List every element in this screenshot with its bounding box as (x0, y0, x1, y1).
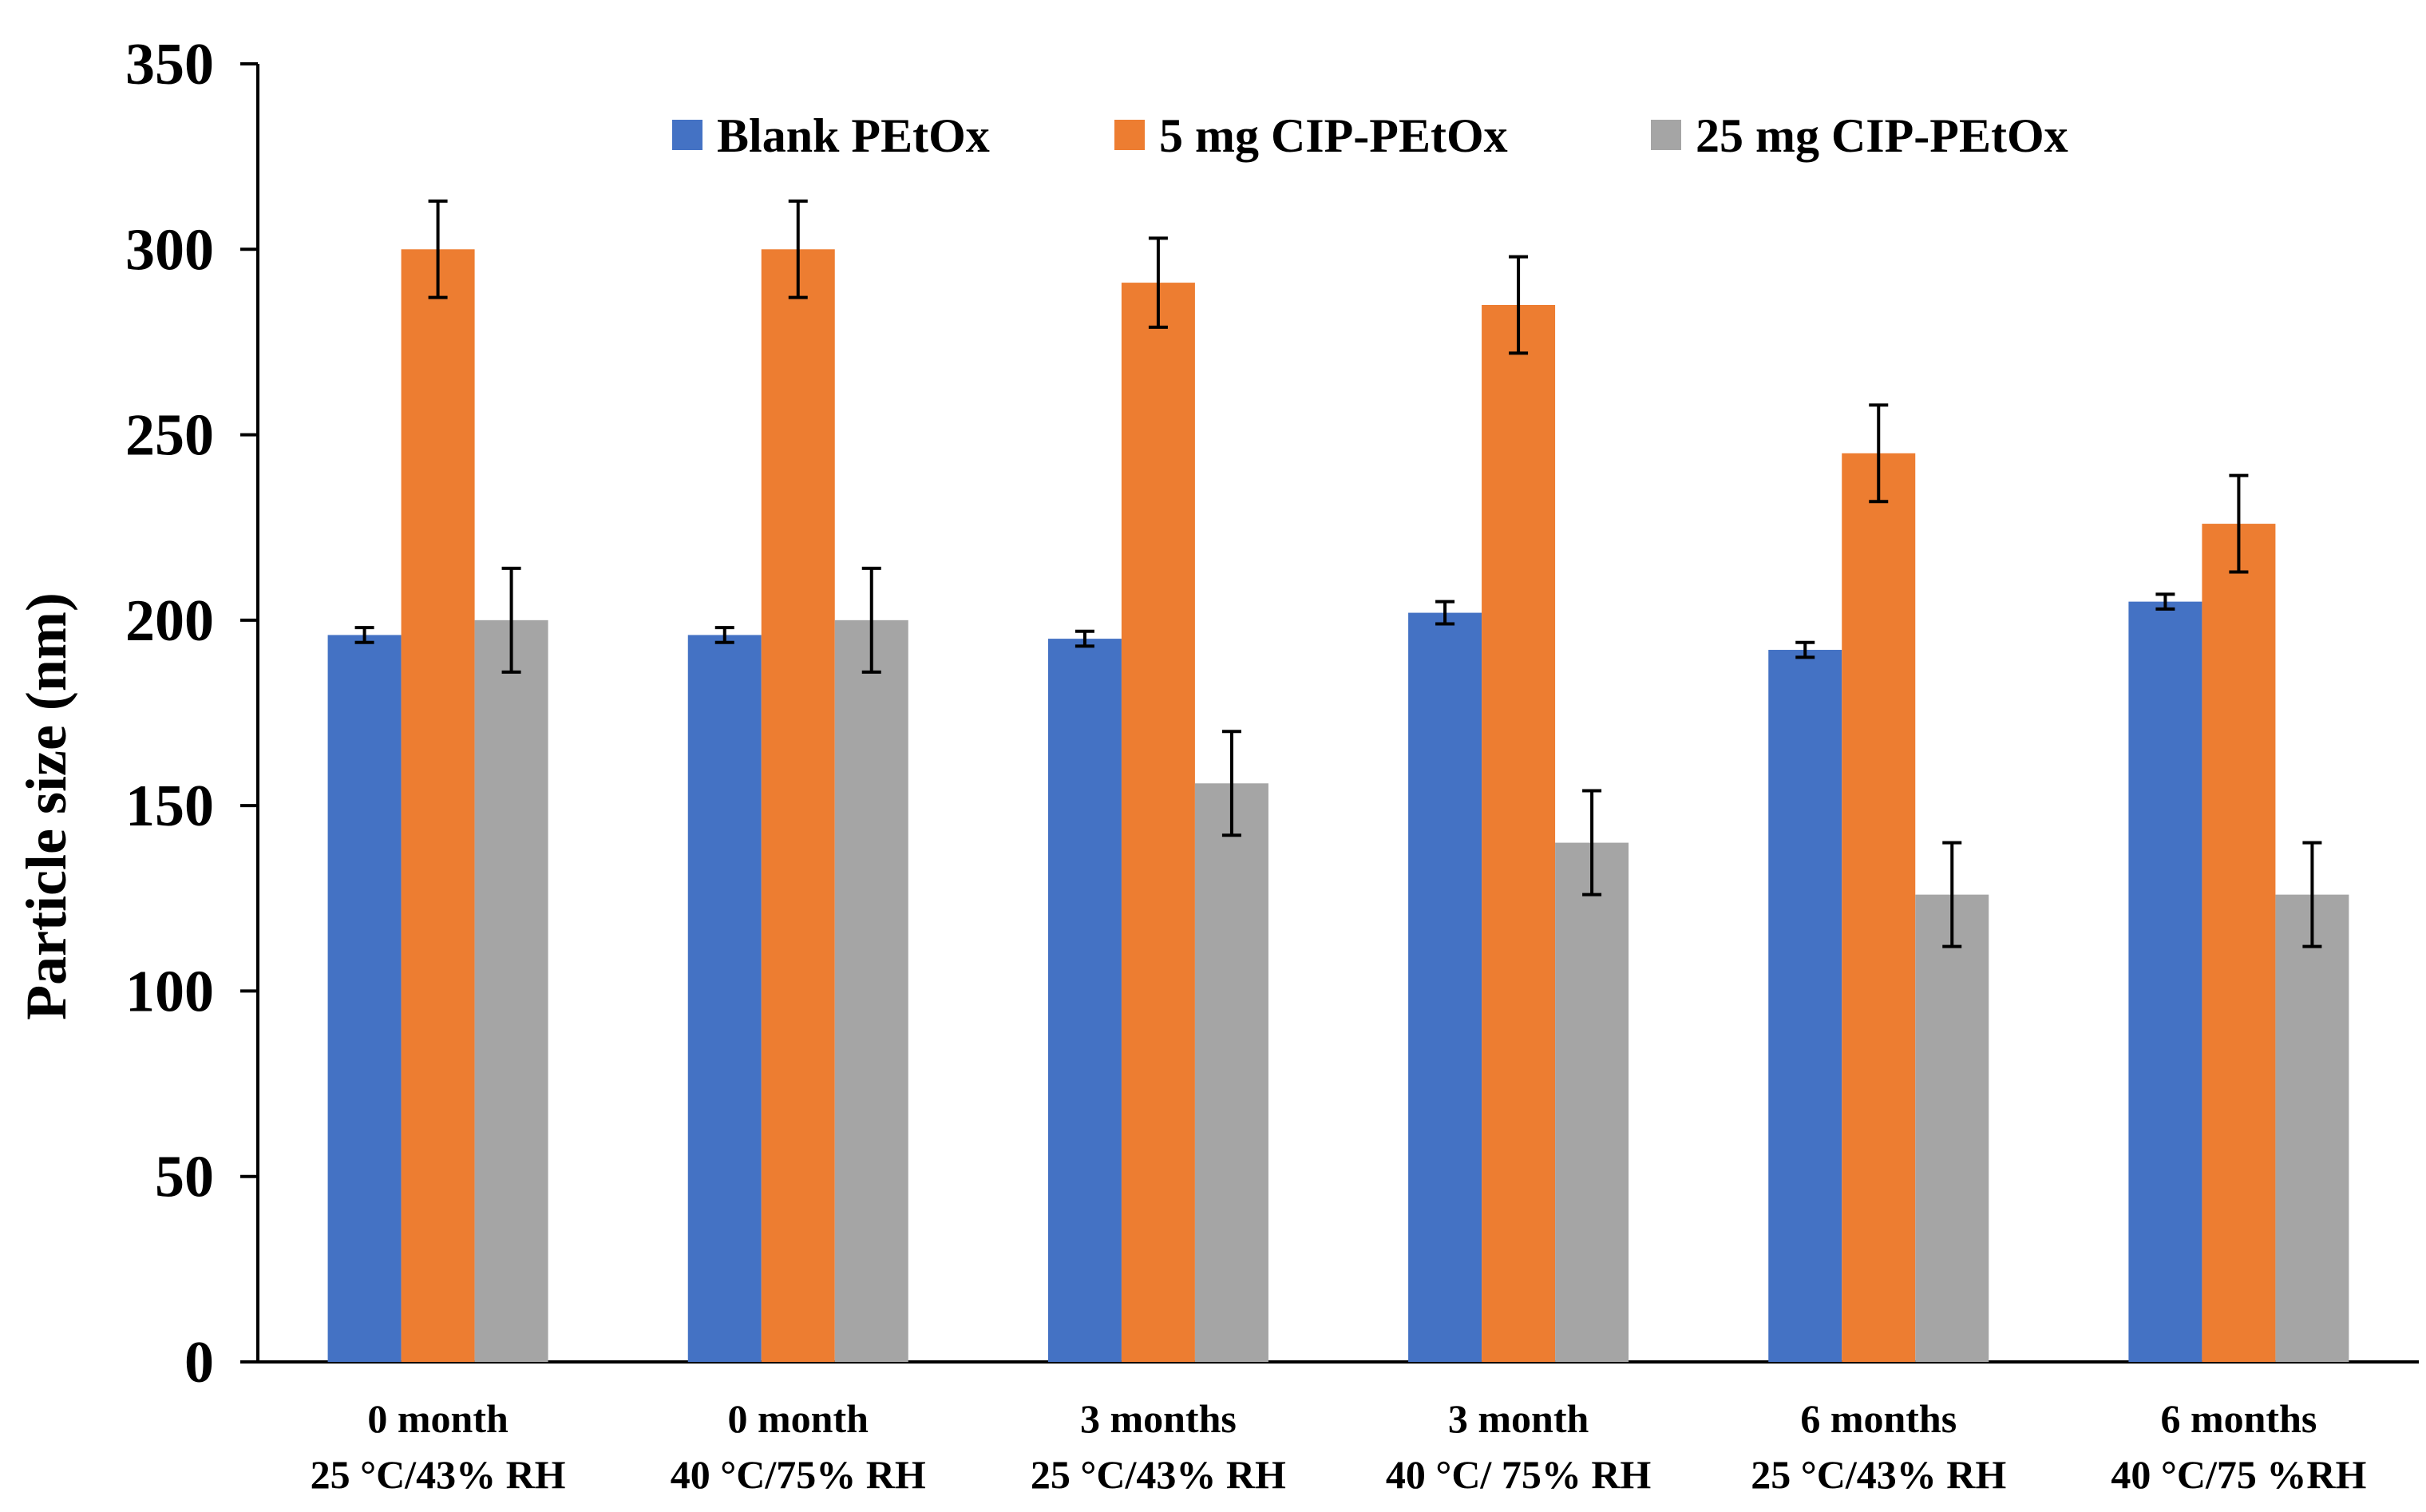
bar-25-mg-cip-petox (1555, 842, 1629, 1362)
bar-blank-petox (1768, 650, 1842, 1362)
bar-25-mg-cip-petox (2275, 894, 2349, 1362)
bar-blank-petox (327, 635, 402, 1362)
y-axis-label: Particle size (nm) (14, 592, 78, 1020)
legend-label: 25 mg CIP-PEtOx (1696, 109, 2068, 162)
bar-5-mg-cip-petox (1121, 283, 1195, 1362)
bar-5-mg-cip-petox (1482, 304, 1556, 1362)
legend-label: Blank PEtOx (717, 109, 990, 162)
y-tick-label: 0 (184, 1330, 214, 1395)
y-tick-label: 50 (155, 1145, 214, 1210)
x-tick-label-line2: 25 °C/43% RH (1031, 1452, 1286, 1497)
bar-blank-petox (1408, 612, 1482, 1362)
legend-swatch (672, 120, 702, 150)
x-tick-label-line1: 6 months (1800, 1396, 1957, 1441)
y-axis-title: Particle size (nm) (14, 592, 78, 1020)
x-axis: 0 month 25 °C/43% RH 0 month 40 °C/75% RH 3 … (258, 1360, 2419, 1497)
x-tick-label-line1: 3 month (1448, 1396, 1589, 1441)
y-tick-label: 250 (125, 403, 214, 469)
bar-5-mg-cip-petox (401, 249, 475, 1363)
x-tick-label-line2: 40 °C/ 75% RH (1386, 1452, 1652, 1497)
bar-25-mg-cip-petox (1194, 783, 1268, 1362)
bar-5-mg-cip-petox (2202, 524, 2276, 1362)
y-tick-label: 350 (125, 32, 214, 97)
bar-25-mg-cip-petox (474, 619, 548, 1362)
bars-group (327, 249, 2349, 1363)
x-tick-label-line1: 3 months (1080, 1396, 1237, 1441)
legend-label: 5 mg CIP-PEtOx (1159, 109, 1508, 162)
legend-swatch (1651, 120, 1681, 150)
x-tick-label-line2: 40 °C/75 %RH (2111, 1452, 2366, 1497)
y-tick-label: 200 (125, 588, 214, 654)
bar-5-mg-cip-petox (761, 249, 835, 1363)
bar-25-mg-cip-petox (834, 619, 908, 1362)
x-tick-label-line1: 0 month (367, 1396, 509, 1441)
error-bars-group (354, 199, 2322, 948)
y-axis: 0 50 100 150 200 250 300 350 (125, 32, 259, 1395)
bar-blank-petox (687, 635, 762, 1362)
y-tick-label: 300 (125, 217, 214, 283)
x-tick-label-line2: 25 °C/43% RH (311, 1452, 566, 1497)
bar-25-mg-cip-petox (1915, 894, 1989, 1362)
bar-blank-petox (1047, 639, 1122, 1362)
y-tick-label: 100 (125, 959, 214, 1024)
y-tick-label: 150 (125, 774, 214, 839)
legend-swatch (1114, 120, 1145, 150)
legend: Blank PEtOx 5 mg CIP-PEtOx 25 mg CIP-PEtOx (672, 109, 2068, 162)
x-tick-label-line1: 0 month (728, 1396, 869, 1441)
x-tick-label-line1: 6 months (2160, 1396, 2317, 1441)
x-tick-label-line2: 25 °C/43% RH (1751, 1452, 2006, 1497)
bar-5-mg-cip-petox (1842, 453, 1916, 1362)
bar-blank-petox (2128, 601, 2202, 1362)
x-tick-label-line2: 40 °C/75% RH (671, 1452, 926, 1497)
